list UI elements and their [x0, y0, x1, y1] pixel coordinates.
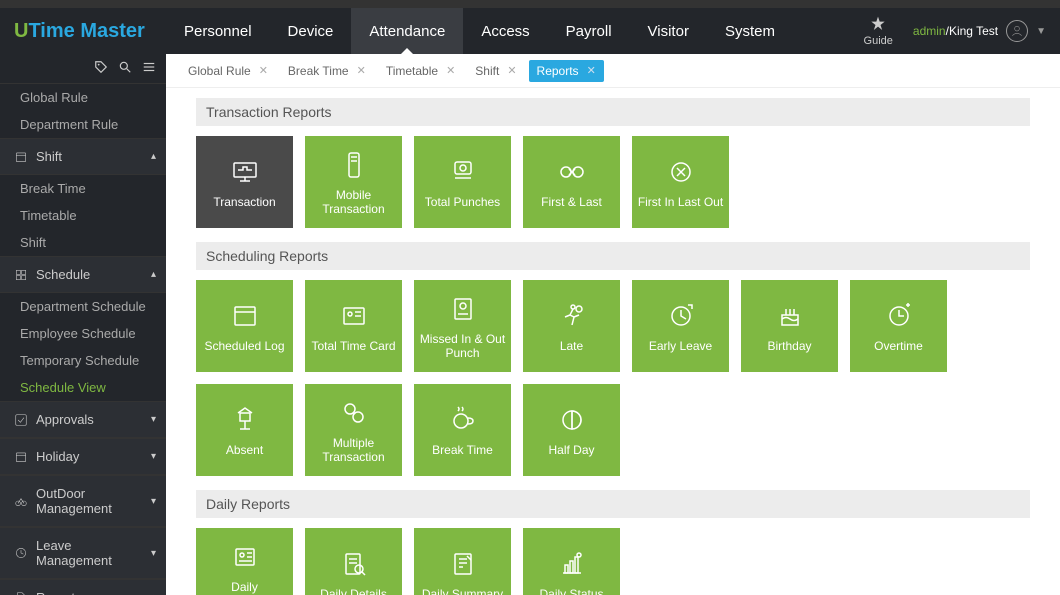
tab-break-time[interactable]: Break Time✕: [280, 60, 374, 82]
sidebar-sub[interactable]: Department Rule: [0, 111, 166, 138]
sidebar-section-schedule[interactable]: Schedule▴: [0, 256, 166, 293]
report-card-missed-in-out-punch[interactable]: Missed In & Out Punch: [414, 280, 511, 372]
report-card-first-in-last-out[interactable]: First In Last Out: [632, 136, 729, 228]
section-header: Daily Reports: [196, 490, 1030, 518]
report-card-half-day[interactable]: Half Day: [523, 384, 620, 476]
nav-system[interactable]: System: [707, 8, 793, 54]
nav-attendance[interactable]: Attendance: [351, 8, 463, 54]
logo: UTime Master: [0, 20, 166, 43]
report-card-birthday[interactable]: Birthday: [741, 280, 838, 372]
report-card-daily-status[interactable]: Daily Status: [523, 528, 620, 595]
content-body: Transaction Reports TransactionMobile Tra…: [166, 88, 1060, 595]
sidebar-sub[interactable]: Global Rule: [0, 84, 166, 111]
tab-global-rule[interactable]: Global Rule✕: [180, 60, 276, 82]
nav-visitor[interactable]: Visitor: [630, 8, 707, 54]
report-card-daily-details[interactable]: Daily Details: [305, 528, 402, 595]
tab-shift[interactable]: Shift✕: [467, 60, 524, 82]
tabs: Global Rule✕Break Time✕Timetable✕Shift✕R…: [166, 54, 1060, 88]
guide-icon: [868, 15, 888, 35]
report-card-total-punches[interactable]: Total Punches: [414, 136, 511, 228]
sidebar: Global RuleDepartment RuleShift▴Break Ti…: [0, 54, 166, 595]
sidebar-section-leave-management[interactable]: Leave Management▾: [0, 527, 166, 579]
section-header: Scheduling Reports: [196, 242, 1030, 270]
user-block[interactable]: admin/King Test ▼: [913, 20, 1046, 42]
sidebar-section-outdoor-management[interactable]: OutDoor Management▾: [0, 475, 166, 527]
report-card-early-leave[interactable]: Early Leave: [632, 280, 729, 372]
search-icon[interactable]: [118, 60, 132, 77]
section-header: Transaction Reports: [196, 98, 1030, 126]
sidebar-sub[interactable]: Schedule View: [0, 374, 166, 401]
report-card-transaction[interactable]: Transaction: [196, 136, 293, 228]
sidebar-sub[interactable]: Department Schedule: [0, 293, 166, 320]
main-nav: PersonnelDeviceAttendanceAccessPayrollVi…: [166, 8, 793, 54]
avatar-icon: [1006, 20, 1028, 42]
nav-device[interactable]: Device: [270, 8, 352, 54]
report-card-scheduled-log[interactable]: Scheduled Log: [196, 280, 293, 372]
close-icon[interactable]: ✕: [587, 64, 596, 77]
sidebar-sub[interactable]: Shift: [0, 229, 166, 256]
close-icon[interactable]: ✕: [507, 64, 516, 77]
report-card-break-time[interactable]: Break Time: [414, 384, 511, 476]
chevron-down-icon: ▼: [1036, 26, 1046, 37]
report-card-late[interactable]: Late: [523, 280, 620, 372]
report-card-overtime[interactable]: Overtime: [850, 280, 947, 372]
close-icon[interactable]: ✕: [357, 64, 366, 77]
close-icon[interactable]: ✕: [259, 64, 268, 77]
list-icon[interactable]: [142, 60, 156, 77]
tag-icon[interactable]: [94, 60, 108, 77]
report-card-mobile-transaction[interactable]: Mobile Transaction: [305, 136, 402, 228]
tab-timetable[interactable]: Timetable✕: [378, 60, 463, 82]
sidebar-sub[interactable]: Temporary Schedule: [0, 347, 166, 374]
nav-access[interactable]: Access: [463, 8, 547, 54]
tab-reports[interactable]: Reports✕: [529, 60, 604, 82]
guide-button[interactable]: Guide: [864, 15, 893, 47]
header: UTime Master PersonnelDeviceAttendanceAc…: [0, 8, 1060, 54]
sidebar-section-reports[interactable]: Reports▴: [0, 579, 166, 595]
sidebar-sub[interactable]: Break Time: [0, 175, 166, 202]
sidebar-section-shift[interactable]: Shift▴: [0, 138, 166, 175]
report-card-absent[interactable]: Absent: [196, 384, 293, 476]
sidebar-sub[interactable]: Timetable: [0, 202, 166, 229]
nav-payroll[interactable]: Payroll: [548, 8, 630, 54]
report-card-daily-attendance[interactable]: Daily Attendance: [196, 528, 293, 595]
report-card-daily-summary[interactable]: Daily Summary: [414, 528, 511, 595]
sidebar-section-approvals[interactable]: Approvals▾: [0, 401, 166, 438]
report-card-first-last[interactable]: First & Last: [523, 136, 620, 228]
close-icon[interactable]: ✕: [446, 64, 455, 77]
sidebar-sub[interactable]: Employee Schedule: [0, 320, 166, 347]
report-card-total-time-card[interactable]: Total Time Card: [305, 280, 402, 372]
sidebar-section-holiday[interactable]: Holiday▾: [0, 438, 166, 475]
nav-personnel[interactable]: Personnel: [166, 8, 270, 54]
report-card-multiple-transaction[interactable]: Multiple Transaction: [305, 384, 402, 476]
